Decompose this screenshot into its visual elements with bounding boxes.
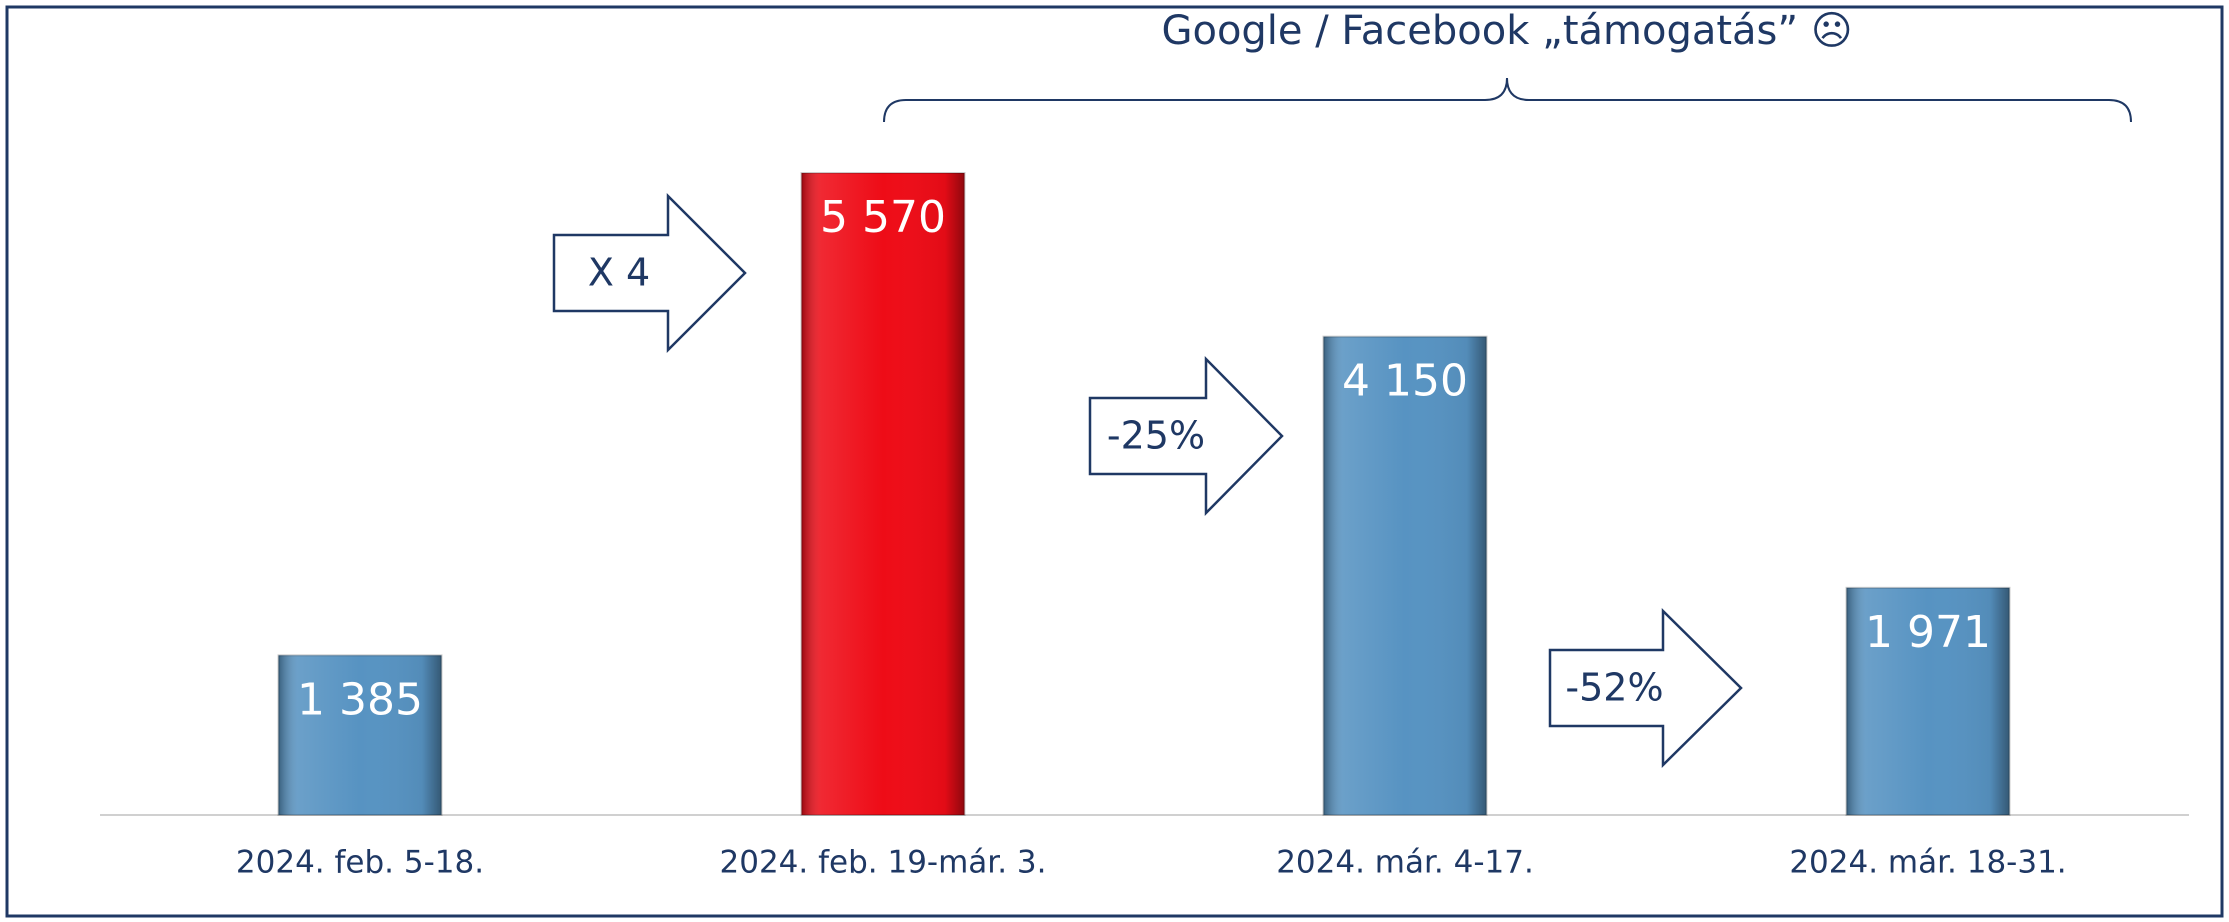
bar-shade — [1323, 336, 1487, 815]
brace — [883, 77, 2132, 123]
bar-shade — [801, 173, 965, 815]
annotation: X 4 — [588, 251, 650, 295]
x-tick-label: 2024. feb. 19-már. 3. — [720, 845, 1047, 881]
chart-title: Google / Facebook „támogatás” ☹ — [1161, 8, 1852, 54]
x-tick-label: 2024. feb. 5-18. — [236, 845, 484, 881]
annotation: -52% — [1565, 666, 1663, 710]
frame — [5, 5, 2224, 918]
bar-shade — [278, 655, 442, 815]
value-label: 1 971 — [1865, 607, 1991, 658]
arrow — [1088, 355, 1284, 517]
value-label: 5 570 — [820, 192, 946, 243]
arrow — [552, 192, 747, 354]
x-tick-label: 2024. már. 18-31. — [1789, 845, 2066, 881]
arrow — [1548, 608, 1743, 768]
x-tick-label: 2024. már. 4-17. — [1276, 845, 1534, 881]
value-label: 1 385 — [297, 674, 423, 725]
value-label: 4 150 — [1342, 356, 1468, 407]
bar-shade — [1846, 587, 2010, 815]
annotation: -25% — [1107, 414, 1205, 458]
